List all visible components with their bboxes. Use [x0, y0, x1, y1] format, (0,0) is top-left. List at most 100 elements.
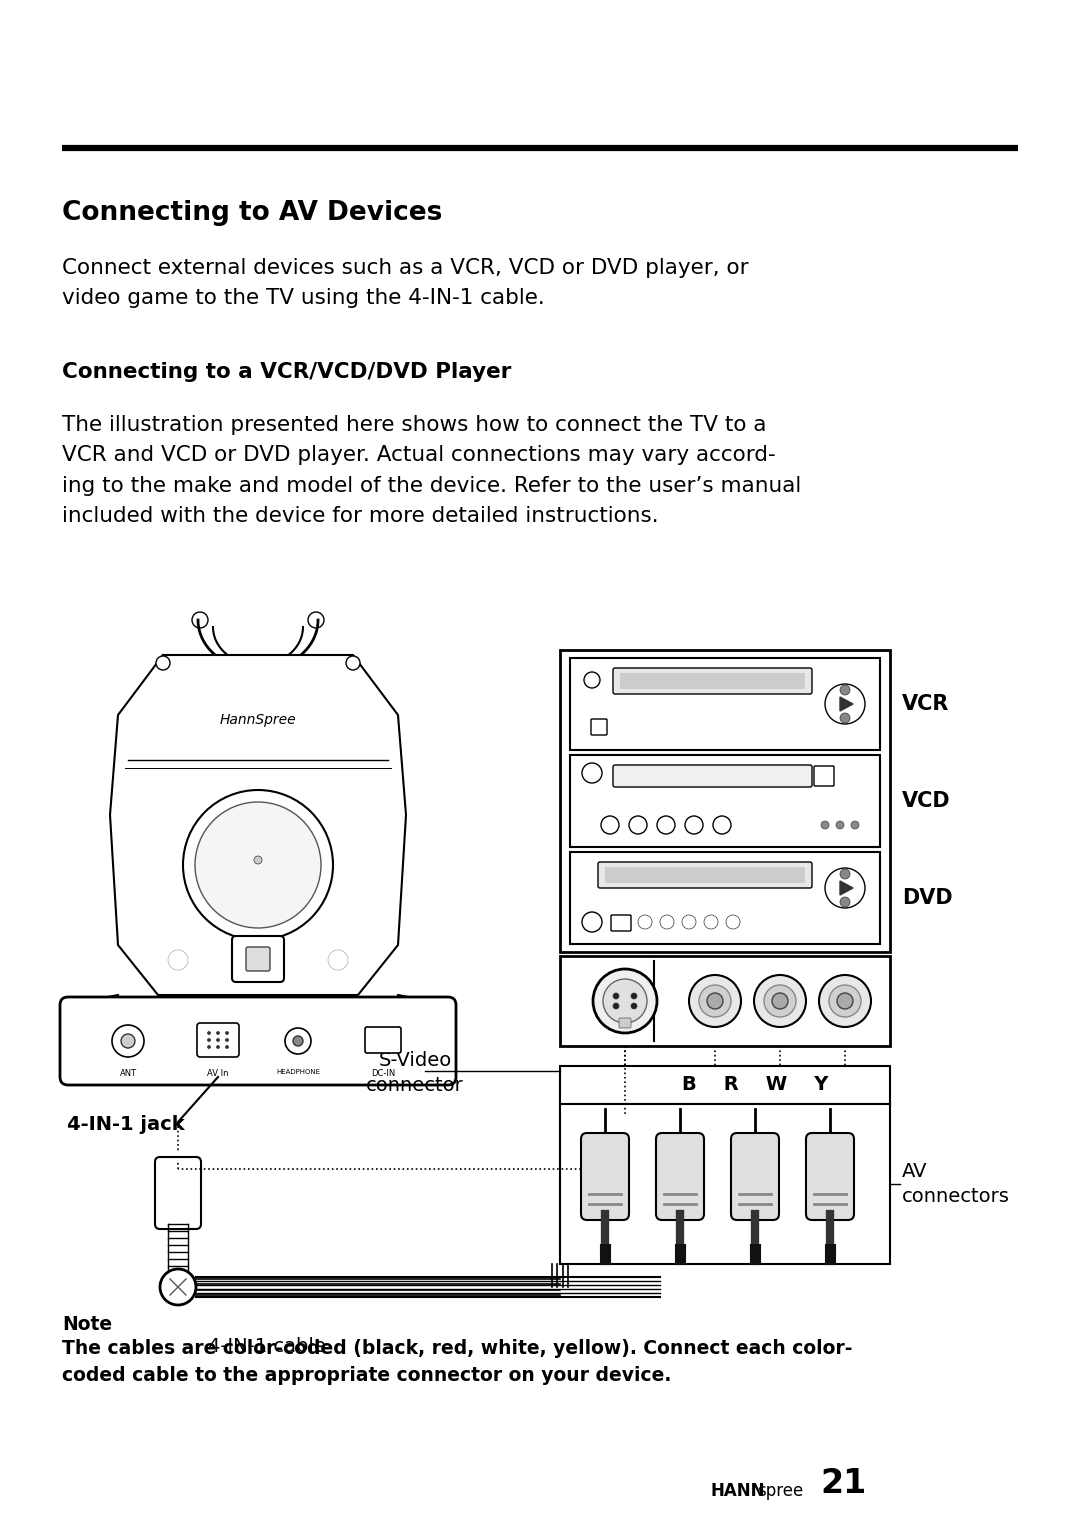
- FancyBboxPatch shape: [613, 764, 812, 787]
- Text: AV
connectors: AV connectors: [902, 1162, 1010, 1206]
- FancyBboxPatch shape: [605, 867, 805, 884]
- FancyBboxPatch shape: [581, 1133, 629, 1220]
- Circle shape: [825, 683, 865, 725]
- Text: DVD: DVD: [902, 888, 953, 908]
- Circle shape: [207, 1032, 211, 1035]
- Text: 4-IN-1 jack: 4-IN-1 jack: [67, 1115, 185, 1135]
- Circle shape: [216, 1032, 219, 1035]
- Circle shape: [704, 914, 718, 930]
- Circle shape: [726, 914, 740, 930]
- Circle shape: [840, 898, 850, 907]
- Circle shape: [216, 1046, 219, 1049]
- FancyBboxPatch shape: [246, 946, 270, 971]
- FancyBboxPatch shape: [731, 1133, 779, 1220]
- Circle shape: [840, 868, 850, 879]
- Circle shape: [207, 1038, 211, 1041]
- Circle shape: [207, 1046, 211, 1049]
- Polygon shape: [110, 654, 406, 995]
- Text: DC-IN: DC-IN: [370, 1069, 395, 1078]
- Circle shape: [764, 985, 796, 1017]
- FancyBboxPatch shape: [619, 1018, 631, 1027]
- Circle shape: [192, 612, 208, 628]
- FancyBboxPatch shape: [561, 1066, 890, 1104]
- Circle shape: [836, 821, 843, 829]
- Text: Connecting to a VCR/VCD/DVD Player: Connecting to a VCR/VCD/DVD Player: [62, 362, 511, 382]
- FancyBboxPatch shape: [365, 1027, 401, 1053]
- FancyBboxPatch shape: [156, 1157, 201, 1229]
- Circle shape: [660, 914, 674, 930]
- Circle shape: [582, 911, 602, 933]
- Text: HannSpree: HannSpree: [219, 713, 296, 726]
- Circle shape: [629, 816, 647, 833]
- FancyBboxPatch shape: [806, 1133, 854, 1220]
- Circle shape: [837, 992, 853, 1009]
- FancyBboxPatch shape: [561, 956, 890, 1046]
- Text: B    R    W    Y: B R W Y: [681, 1075, 828, 1095]
- Text: VCD: VCD: [902, 790, 950, 810]
- Circle shape: [613, 1003, 619, 1009]
- Text: 21: 21: [820, 1466, 866, 1500]
- Circle shape: [657, 816, 675, 833]
- Circle shape: [226, 1046, 229, 1049]
- Circle shape: [707, 992, 723, 1009]
- FancyBboxPatch shape: [611, 914, 631, 931]
- Circle shape: [226, 1038, 229, 1041]
- Circle shape: [584, 673, 600, 688]
- Circle shape: [112, 1024, 144, 1057]
- Circle shape: [825, 868, 865, 908]
- Text: Note: Note: [62, 1315, 112, 1333]
- FancyBboxPatch shape: [570, 755, 880, 847]
- FancyBboxPatch shape: [60, 997, 456, 1086]
- Text: AV In: AV In: [207, 1069, 229, 1078]
- FancyBboxPatch shape: [232, 936, 284, 982]
- Text: The cables are color-coded (black, red, white, yellow). Connect each color-
code: The cables are color-coded (black, red, …: [62, 1339, 852, 1385]
- Circle shape: [593, 969, 657, 1034]
- Circle shape: [121, 1034, 135, 1047]
- Circle shape: [156, 656, 170, 670]
- Circle shape: [829, 985, 861, 1017]
- Text: VCR: VCR: [902, 694, 949, 714]
- Circle shape: [285, 1027, 311, 1053]
- Circle shape: [248, 950, 268, 969]
- Circle shape: [168, 950, 188, 969]
- Text: 4-IN-1 cable: 4-IN-1 cable: [208, 1338, 326, 1356]
- Text: HANN: HANN: [710, 1482, 765, 1500]
- Circle shape: [851, 821, 859, 829]
- FancyBboxPatch shape: [613, 668, 812, 694]
- Circle shape: [631, 1003, 637, 1009]
- FancyBboxPatch shape: [814, 766, 834, 786]
- FancyBboxPatch shape: [561, 1104, 890, 1264]
- Circle shape: [819, 976, 870, 1027]
- Circle shape: [254, 856, 262, 864]
- Text: The illustration presented here shows how to connect the TV to a
VCR and VCD or : The illustration presented here shows ho…: [62, 414, 801, 526]
- Circle shape: [328, 950, 348, 969]
- FancyBboxPatch shape: [570, 852, 880, 943]
- Text: S-Video
connector: S-Video connector: [366, 1050, 464, 1095]
- Circle shape: [160, 1269, 195, 1304]
- Circle shape: [840, 685, 850, 696]
- FancyBboxPatch shape: [197, 1023, 239, 1057]
- Text: Connect external devices such as a VCR, VCD or DVD player, or
video game to the : Connect external devices such as a VCR, …: [62, 258, 748, 309]
- Circle shape: [293, 1037, 303, 1046]
- Circle shape: [600, 816, 619, 833]
- Circle shape: [821, 821, 829, 829]
- Polygon shape: [840, 881, 853, 894]
- Circle shape: [613, 992, 619, 998]
- Circle shape: [681, 914, 696, 930]
- Circle shape: [346, 656, 360, 670]
- FancyBboxPatch shape: [570, 657, 880, 751]
- Circle shape: [699, 985, 731, 1017]
- Circle shape: [713, 816, 731, 833]
- FancyBboxPatch shape: [561, 650, 890, 953]
- Text: Connecting to AV Devices: Connecting to AV Devices: [62, 200, 443, 226]
- Circle shape: [195, 803, 321, 928]
- FancyBboxPatch shape: [656, 1133, 704, 1220]
- Circle shape: [582, 763, 602, 783]
- Polygon shape: [840, 697, 853, 711]
- Circle shape: [308, 612, 324, 628]
- Text: ANT: ANT: [120, 1069, 136, 1078]
- Text: HEADPHONE: HEADPHONE: [276, 1069, 320, 1075]
- Text: spree: spree: [757, 1482, 804, 1500]
- FancyBboxPatch shape: [591, 719, 607, 735]
- FancyBboxPatch shape: [598, 862, 812, 888]
